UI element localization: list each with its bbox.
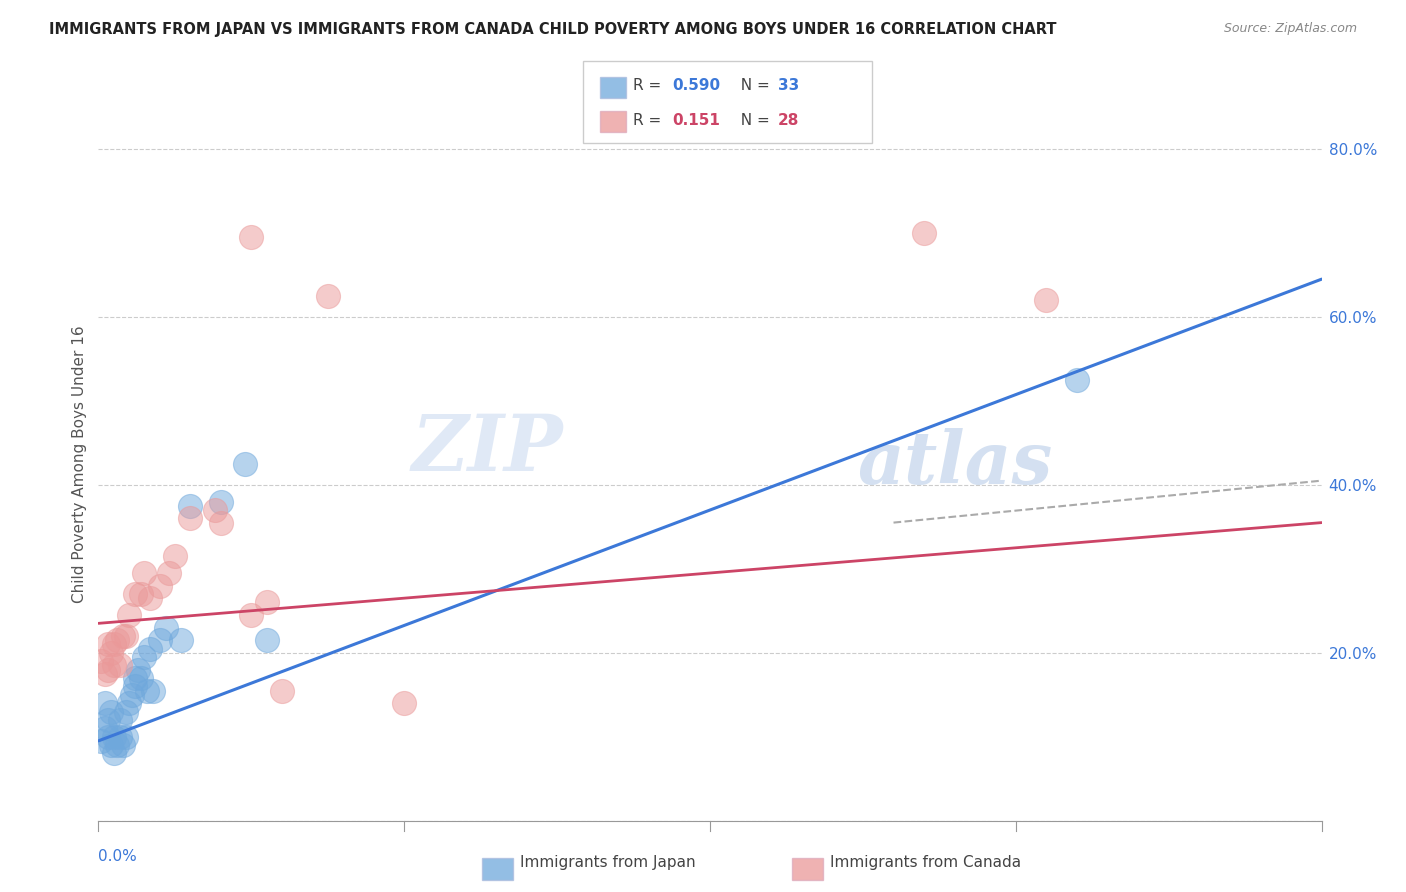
Point xyxy=(1066,373,1088,387)
Point xyxy=(121,688,143,702)
Point xyxy=(209,516,232,530)
Point xyxy=(100,738,122,752)
Point xyxy=(115,629,138,643)
Point xyxy=(97,730,120,744)
Text: ZIP: ZIP xyxy=(412,411,564,488)
Point xyxy=(204,503,226,517)
Point xyxy=(124,587,146,601)
Point xyxy=(142,683,165,698)
Point xyxy=(118,607,141,622)
Point xyxy=(233,457,256,471)
Point xyxy=(179,511,201,525)
Point xyxy=(134,566,156,580)
Point xyxy=(129,671,152,685)
Point xyxy=(155,621,177,635)
Point xyxy=(209,494,232,508)
Point xyxy=(90,654,112,668)
Point xyxy=(103,637,125,651)
Point xyxy=(105,633,128,648)
Point xyxy=(256,595,278,609)
Point xyxy=(139,641,162,656)
Point xyxy=(115,705,138,719)
Point xyxy=(93,721,115,735)
Point xyxy=(111,629,134,643)
Point xyxy=(270,683,292,698)
Point xyxy=(97,713,120,727)
Text: Immigrants from Japan: Immigrants from Japan xyxy=(520,855,696,870)
Point xyxy=(912,226,935,240)
Point xyxy=(108,713,131,727)
Point xyxy=(118,696,141,710)
Text: 0.0%: 0.0% xyxy=(98,849,138,864)
Text: 0.590: 0.590 xyxy=(672,78,720,93)
Point xyxy=(93,696,115,710)
Text: Source: ZipAtlas.com: Source: ZipAtlas.com xyxy=(1223,22,1357,36)
Point xyxy=(240,230,263,244)
Text: 0.151: 0.151 xyxy=(672,113,720,128)
Point xyxy=(111,738,134,752)
Point xyxy=(97,637,120,651)
Point xyxy=(105,738,128,752)
Point xyxy=(163,549,186,564)
Text: R =: R = xyxy=(633,78,666,93)
Text: Immigrants from Canada: Immigrants from Canada xyxy=(830,855,1021,870)
Text: N =: N = xyxy=(731,113,775,128)
Point xyxy=(157,566,180,580)
Text: IMMIGRANTS FROM JAPAN VS IMMIGRANTS FROM CANADA CHILD POVERTY AMONG BOYS UNDER 1: IMMIGRANTS FROM JAPAN VS IMMIGRANTS FROM… xyxy=(49,22,1057,37)
Y-axis label: Child Poverty Among Boys Under 16: Child Poverty Among Boys Under 16 xyxy=(72,325,87,603)
Point xyxy=(149,578,172,592)
Point xyxy=(108,658,131,673)
Point xyxy=(90,734,112,748)
Point xyxy=(316,289,339,303)
Point xyxy=(124,671,146,685)
Point xyxy=(256,633,278,648)
Point xyxy=(392,696,416,710)
Point xyxy=(134,649,156,664)
Point xyxy=(129,587,152,601)
Point xyxy=(179,499,201,513)
Point xyxy=(100,705,122,719)
Point xyxy=(124,679,146,693)
Point xyxy=(170,633,193,648)
Point xyxy=(136,683,159,698)
Point xyxy=(97,663,120,677)
Point xyxy=(139,591,162,606)
Point xyxy=(103,747,125,761)
Point xyxy=(240,607,263,622)
Text: R =: R = xyxy=(633,113,671,128)
Text: atlas: atlas xyxy=(856,428,1052,500)
Text: 33: 33 xyxy=(778,78,799,93)
Point xyxy=(1035,293,1057,307)
Point xyxy=(103,730,125,744)
Point xyxy=(115,730,138,744)
Text: N =: N = xyxy=(731,78,775,93)
Point xyxy=(127,663,149,677)
Point xyxy=(103,658,125,673)
Point xyxy=(149,633,172,648)
Point xyxy=(100,646,122,660)
Point xyxy=(108,730,131,744)
Point xyxy=(93,666,115,681)
Text: 28: 28 xyxy=(778,113,799,128)
